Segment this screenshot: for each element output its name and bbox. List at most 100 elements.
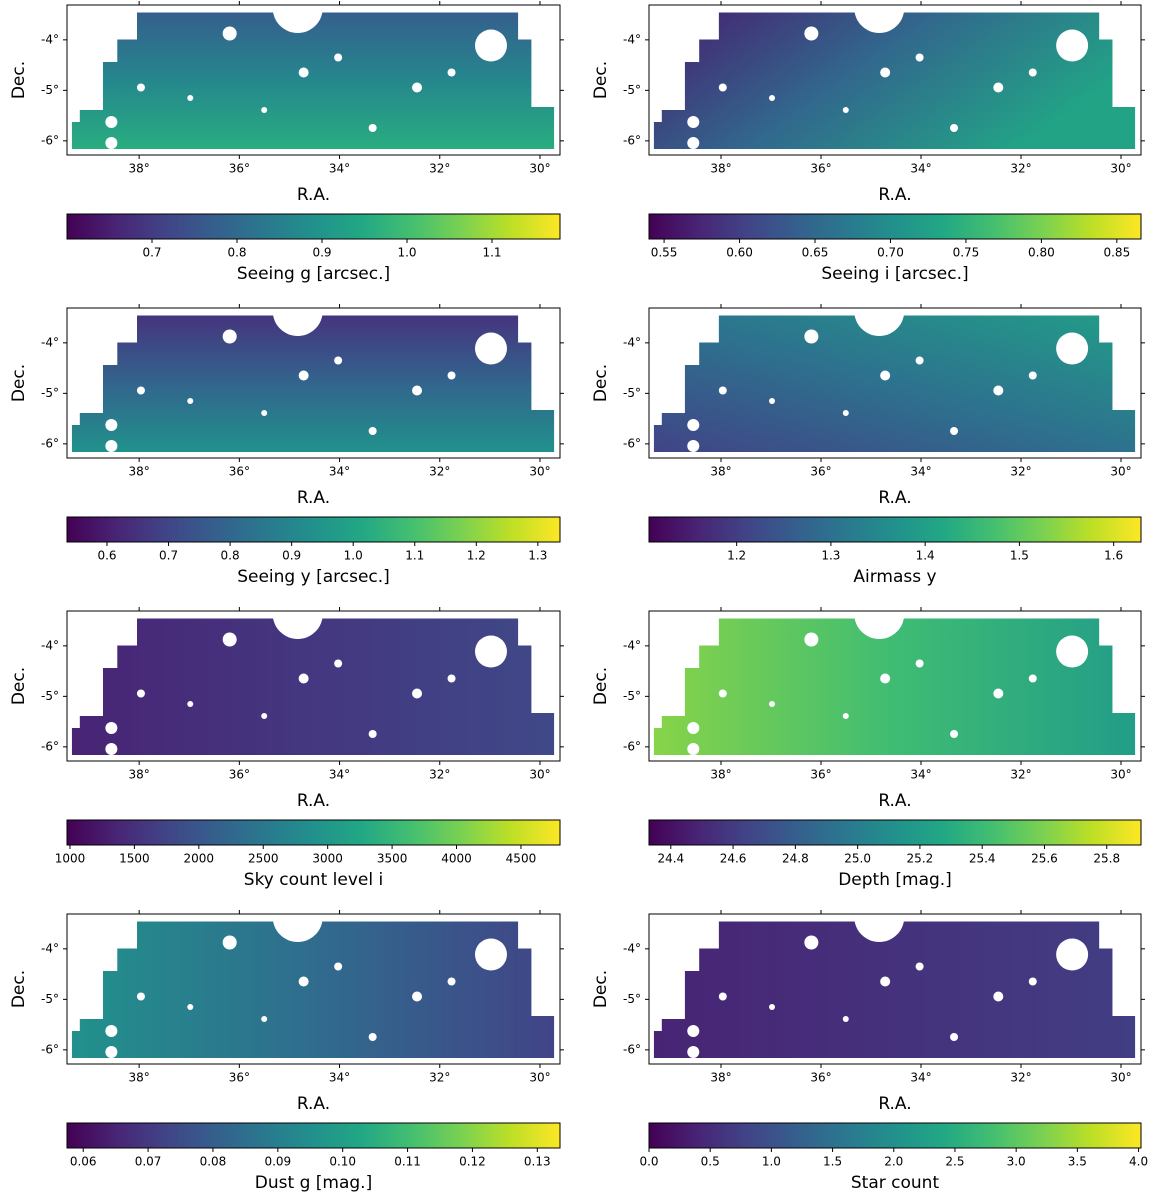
colorbar-tick-label: 3000 [312,852,343,866]
y-axis-label: Dec. [591,364,611,402]
x-axis-label: R.A. [878,185,911,205]
y-axis-label: Dec. [591,970,611,1008]
x-tick-label: 36° [810,1071,831,1085]
mask-hole [854,589,905,639]
mask-hole [412,82,423,93]
x-tick-label: 32° [429,768,450,782]
axes-frame [648,307,1142,459]
y-axis-label: Dec. [591,667,611,705]
x-tick-label: 32° [429,1071,450,1085]
colorbar-tick-label: 1.0 [344,549,363,563]
mask-hole [105,1025,118,1037]
mask-hole [854,286,905,336]
colorbar-tick-label: 2500 [248,852,279,866]
x-tick-label: 32° [1010,768,1031,782]
x-tick-label: 36° [229,1071,250,1085]
x-tick-label: 30° [529,1071,550,1085]
y-tick-label: -5° [623,386,641,400]
survey-footprint [71,315,555,452]
mask-hole [222,329,237,344]
mask-hole [136,992,145,1001]
survey-footprint [653,921,1136,1058]
survey-footprint [71,921,555,1058]
x-tick-label: 36° [810,768,831,782]
mask-hole [880,976,891,987]
x-tick-label: 38° [710,1071,731,1085]
mask-hole [474,29,507,62]
y-tick-label: -5° [41,689,59,703]
mask-hole [272,0,323,33]
mask-hole [687,116,700,128]
colorbar-tick-label: 0.80 [1028,246,1055,260]
mask-hole [412,991,423,1002]
colorbar-label: Depth [mag.] [838,870,952,890]
x-tick-label: 32° [1010,465,1031,479]
colorbar-label: Dust g [mag.] [255,1173,372,1193]
mask-hole [298,67,309,78]
colorbar-tick-label: 1500 [119,852,150,866]
mask-hole [187,398,194,404]
mask-hole [474,938,507,971]
mask-hole [950,730,959,738]
colorbar [648,516,1142,543]
mask-hole [261,107,268,113]
mask-hole [136,386,145,395]
survey-footprint [653,315,1136,452]
y-tick-label: -5° [623,992,641,1006]
colorbar-tick-label: 0.55 [651,246,678,260]
mask-hole [842,107,849,113]
axes-frame [66,307,561,459]
mask-hole [1028,674,1037,683]
mask-hole [474,332,507,365]
x-tick-label: 30° [1110,1071,1131,1085]
x-tick-label: 36° [810,465,831,479]
y-tick-label: -4° [41,638,59,652]
mask-hole [915,962,924,971]
colorbar-tick-label: 4000 [441,852,472,866]
colorbar-tick-label: 0.9 [282,549,301,563]
colorbar-tick-label: 1.3 [821,549,840,563]
colorbar-tick-label: 2.0 [884,1155,903,1169]
colorbar-tick-label: 24.8 [782,852,809,866]
mask-hole [187,1004,194,1010]
x-tick-label: 34° [910,1071,931,1085]
x-tick-label: 32° [429,162,450,176]
mask-hole [804,632,819,647]
y-tick-label: -6° [41,1042,59,1056]
mask-hole [687,1025,700,1037]
x-tick-label: 30° [529,162,550,176]
mask-hole [447,674,456,683]
survey-footprint [653,12,1136,149]
mask-hole [105,440,118,452]
colorbar-tick-label: 1.5 [823,1155,842,1169]
x-tick-label: 34° [910,162,931,176]
mask-hole [718,386,727,395]
panel: 38° 36° 34° 32° 30° -4° -5° -6° R.A. Dec. 0.7 0.8 0.… [9,0,564,284]
colorbar-tick-label: 1.0 [762,1155,781,1169]
colorbar-tick-label: 0.70 [877,246,904,260]
colorbar-label: Sky count level i [244,870,383,890]
mask-hole [261,713,268,719]
x-tick-label: 36° [229,768,250,782]
mask-hole [187,95,194,101]
panel: 38° 36° 34° 32° 30° -4° -5° -6° R.A. Dec. 0.06 0.07… [9,892,564,1193]
y-tick-label: -4° [41,335,59,349]
colorbar-tick-label: 0.7 [159,549,178,563]
x-tick-label: 34° [329,162,350,176]
x-axis-label: R.A. [297,1094,330,1114]
x-tick-label: 32° [429,465,450,479]
x-tick-label: 34° [910,465,931,479]
colorbar-tick-label: 0.60 [726,246,753,260]
x-axis-label: R.A. [878,791,911,811]
colorbar-tick-label: 0.8 [221,549,240,563]
mask-hole [842,1016,849,1022]
mask-hole [1056,29,1089,62]
colorbar-tick-label: 0.11 [394,1155,421,1169]
mask-hole [136,689,145,698]
colorbar [66,516,561,543]
colorbar-tick-label: 0.9 [312,246,331,260]
mask-hole [368,124,377,132]
mask-hole [687,743,700,755]
survey-footprint [71,618,555,755]
